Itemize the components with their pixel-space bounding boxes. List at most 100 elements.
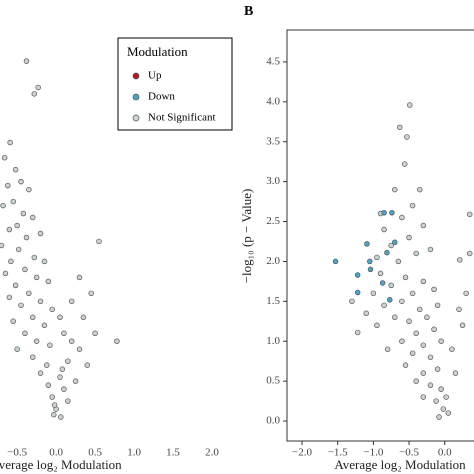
point xyxy=(399,214,405,221)
x-tick-label: 0.0 xyxy=(438,447,452,459)
point xyxy=(399,298,405,305)
point xyxy=(434,302,441,309)
point xyxy=(431,326,437,333)
point xyxy=(92,330,98,337)
point xyxy=(443,394,449,400)
point xyxy=(363,310,369,317)
point xyxy=(466,211,473,218)
x-axis-label: Average log₂ Modulation xyxy=(334,457,466,472)
point xyxy=(18,302,24,309)
point xyxy=(433,398,439,404)
point xyxy=(332,258,339,265)
x-tick-label: −0.5 xyxy=(7,447,27,459)
point xyxy=(41,258,48,265)
point xyxy=(68,298,75,305)
point xyxy=(15,246,22,253)
point xyxy=(438,338,444,344)
point xyxy=(26,290,32,297)
point xyxy=(420,342,427,348)
point xyxy=(80,314,87,321)
plot-frame xyxy=(286,29,474,442)
point xyxy=(114,338,120,344)
point xyxy=(26,186,32,193)
x-tick-label: 1.5 xyxy=(166,447,180,459)
point xyxy=(397,124,403,131)
point xyxy=(409,290,416,297)
legend-title: Modulation xyxy=(127,44,188,59)
point xyxy=(370,290,377,297)
y-tick-label: 4.0 xyxy=(266,95,280,107)
point xyxy=(59,366,66,372)
point xyxy=(35,84,41,91)
y-tick-label: 3.0 xyxy=(266,175,280,187)
point xyxy=(417,186,423,193)
point xyxy=(14,346,20,352)
point xyxy=(395,258,402,265)
point xyxy=(5,182,11,189)
point xyxy=(23,58,30,64)
point xyxy=(392,186,398,193)
point xyxy=(31,91,38,97)
point xyxy=(33,338,40,344)
legend-box xyxy=(117,37,233,131)
point xyxy=(420,278,427,285)
point xyxy=(57,314,63,321)
point xyxy=(438,386,444,392)
point xyxy=(409,202,416,209)
y-tick-label: 4.5 xyxy=(266,55,280,67)
x-tick-label: −1.0 xyxy=(363,447,383,459)
point xyxy=(406,234,412,241)
point xyxy=(47,342,53,348)
point xyxy=(463,290,469,297)
point xyxy=(367,258,373,265)
point xyxy=(354,272,361,278)
y-tick-label: 2.5 xyxy=(266,215,280,227)
y-tick-label: 2.0 xyxy=(266,255,280,267)
point xyxy=(388,242,394,249)
point xyxy=(459,322,466,329)
point xyxy=(413,330,419,337)
point xyxy=(14,222,20,229)
point xyxy=(436,414,442,420)
point xyxy=(68,338,75,344)
point xyxy=(65,358,71,364)
y-tick-label: 0.5 xyxy=(266,375,280,387)
point xyxy=(29,214,36,221)
point xyxy=(389,210,395,216)
point xyxy=(31,254,38,261)
x-tick-label: 1.0 xyxy=(127,447,141,459)
point xyxy=(33,274,40,281)
point xyxy=(388,282,394,289)
point xyxy=(384,346,391,352)
point xyxy=(466,250,473,257)
point xyxy=(22,330,28,337)
point xyxy=(37,370,44,376)
point xyxy=(20,210,27,217)
point xyxy=(88,290,94,297)
point xyxy=(381,210,387,216)
point xyxy=(387,296,393,303)
legend-label: Up xyxy=(148,70,162,82)
point xyxy=(45,382,52,388)
point xyxy=(65,398,71,404)
point xyxy=(58,414,64,420)
point xyxy=(374,254,380,261)
point xyxy=(407,102,413,108)
legend-swatch xyxy=(132,93,140,101)
point xyxy=(434,366,441,372)
point xyxy=(367,266,374,273)
point xyxy=(12,282,19,289)
x-tick-label: −0.5 xyxy=(399,447,419,459)
point xyxy=(45,278,52,285)
point xyxy=(445,410,452,416)
point xyxy=(406,318,412,325)
point xyxy=(449,346,455,352)
point xyxy=(61,330,67,337)
point xyxy=(413,250,419,257)
y-tick-label: 1.5 xyxy=(266,295,280,307)
legend-swatch xyxy=(132,72,140,80)
point xyxy=(96,238,102,245)
point xyxy=(49,306,55,313)
point xyxy=(18,178,24,185)
